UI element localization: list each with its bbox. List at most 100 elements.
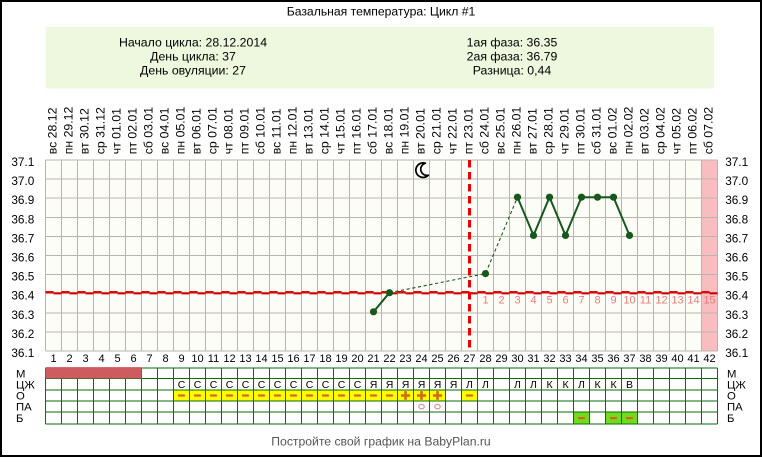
svg-text:29: 29 (495, 353, 507, 365)
svg-text:К: К (546, 379, 553, 391)
svg-text:пн 05.01: пн 05.01 (173, 107, 187, 155)
svg-text:пт 02.01: пт 02.01 (125, 108, 139, 155)
svg-text:чт 29.01: чт 29.01 (557, 108, 571, 154)
svg-text:40: 40 (671, 353, 683, 365)
svg-text:27: 27 (463, 353, 475, 365)
svg-text:вс 11.01: вс 11.01 (269, 108, 283, 154)
svg-text:чт 05.02: чт 05.02 (669, 108, 683, 154)
svg-text:С: С (322, 379, 330, 391)
svg-text:ПА: ПА (16, 402, 32, 414)
svg-text:41: 41 (687, 353, 699, 365)
svg-text:42: 42 (703, 353, 715, 365)
svg-text:Л: Л (514, 379, 521, 391)
svg-text:14: 14 (687, 295, 699, 307)
svg-text:36.1: 36.1 (11, 346, 34, 360)
svg-text:10: 10 (623, 295, 635, 307)
svg-text:Я: Я (370, 379, 378, 391)
svg-text:вт 20.01: вт 20.01 (413, 108, 427, 154)
svg-text:С: С (290, 379, 298, 391)
svg-text:Я: Я (450, 379, 458, 391)
svg-text:4: 4 (530, 295, 536, 307)
svg-text:С: С (242, 379, 250, 391)
svg-text:День овуляции: 27: День овуляции: 27 (140, 64, 246, 78)
svg-text:8: 8 (594, 295, 600, 307)
svg-text:ср 07.01: ср 07.01 (205, 107, 219, 154)
svg-text:вс 01.02: вс 01.02 (605, 107, 619, 154)
svg-text:День цикла: 37: День цикла: 37 (150, 50, 236, 64)
svg-text:36.6: 36.6 (725, 251, 748, 265)
svg-text:С: С (338, 379, 346, 391)
svg-text:Л: Л (578, 379, 585, 391)
svg-text:С: С (194, 379, 202, 391)
svg-text:11: 11 (640, 295, 651, 307)
svg-text:сб 24.01: сб 24.01 (477, 107, 491, 155)
svg-text:31: 31 (527, 353, 539, 365)
svg-text:2: 2 (66, 353, 72, 365)
svg-text:О: О (727, 391, 736, 403)
svg-text:С: С (306, 379, 314, 391)
svg-text:Л: Л (482, 379, 489, 391)
svg-text:чт 22.01: чт 22.01 (445, 108, 459, 154)
svg-text:Б: Б (727, 413, 734, 425)
svg-text:5: 5 (546, 295, 552, 307)
svg-text:С: С (226, 379, 234, 391)
svg-text:15: 15 (271, 353, 283, 365)
svg-text:вт 06.01: вт 06.01 (189, 108, 203, 154)
svg-text:32: 32 (543, 353, 555, 365)
svg-text:чт 01.01: чт 01.01 (109, 108, 123, 154)
svg-text:12: 12 (223, 353, 235, 365)
svg-text:К: К (562, 379, 569, 391)
svg-text:ср 14.01: ср 14.01 (317, 107, 331, 154)
svg-text:35: 35 (591, 353, 603, 365)
svg-text:36.5: 36.5 (725, 270, 748, 284)
svg-text:8: 8 (162, 353, 168, 365)
svg-text:36.8: 36.8 (11, 212, 34, 226)
svg-text:ср 21.01: ср 21.01 (429, 107, 443, 154)
svg-text:23: 23 (399, 353, 411, 365)
svg-text:М: М (16, 368, 25, 380)
svg-text:26: 26 (447, 353, 459, 365)
svg-text:С: С (258, 379, 266, 391)
svg-text:Разница: 0,44: Разница: 0,44 (473, 64, 552, 78)
svg-text:пт 16.01: пт 16.01 (349, 108, 363, 155)
svg-text:К: К (610, 379, 617, 391)
svg-text:39: 39 (655, 353, 667, 365)
svg-text:37.0: 37.0 (725, 174, 748, 188)
svg-text:Б: Б (16, 413, 23, 425)
svg-text:О: О (16, 391, 25, 403)
svg-text:ПА: ПА (727, 402, 743, 414)
svg-text:6: 6 (130, 353, 136, 365)
svg-text:чт 15.01: чт 15.01 (333, 108, 347, 154)
svg-text:Постройте свой график на BabyP: Постройте свой график на BabyPlan.ru (271, 434, 490, 448)
svg-text:20: 20 (351, 353, 363, 365)
svg-text:37.1: 37.1 (725, 155, 748, 169)
svg-text:7: 7 (578, 295, 584, 307)
svg-text:36.9: 36.9 (725, 193, 748, 207)
svg-text:36.5: 36.5 (11, 270, 34, 284)
svg-text:10: 10 (191, 353, 203, 365)
svg-text:чт 08.01: чт 08.01 (221, 108, 235, 154)
svg-text:15: 15 (703, 295, 715, 307)
svg-text:37: 37 (623, 353, 635, 365)
svg-text:М: М (727, 368, 736, 380)
svg-text:12: 12 (655, 295, 667, 307)
svg-text:25: 25 (431, 353, 443, 365)
svg-text:5: 5 (114, 353, 120, 365)
svg-text:пт 09.01: пт 09.01 (237, 108, 251, 155)
svg-text:Базальная температура: Цикл #1: Базальная температура: Цикл #1 (287, 4, 476, 18)
svg-text:37.0: 37.0 (11, 174, 34, 188)
svg-text:9: 9 (610, 295, 616, 307)
svg-text:Я: Я (418, 379, 426, 391)
svg-text:Я: Я (402, 379, 410, 391)
svg-text:19: 19 (335, 353, 347, 365)
svg-text:ЦЖ: ЦЖ (16, 379, 35, 391)
svg-text:34: 34 (575, 353, 587, 365)
svg-text:14: 14 (255, 353, 267, 365)
svg-text:ср 28.01: ср 28.01 (541, 107, 555, 154)
svg-text:36.7: 36.7 (725, 231, 748, 245)
svg-text:22: 22 (383, 353, 395, 365)
svg-text:Начало цикла: 28.12.2014: Начало цикла: 28.12.2014 (119, 36, 267, 50)
svg-text:С: С (178, 379, 186, 391)
svg-text:2: 2 (498, 295, 504, 307)
svg-text:28: 28 (479, 353, 491, 365)
